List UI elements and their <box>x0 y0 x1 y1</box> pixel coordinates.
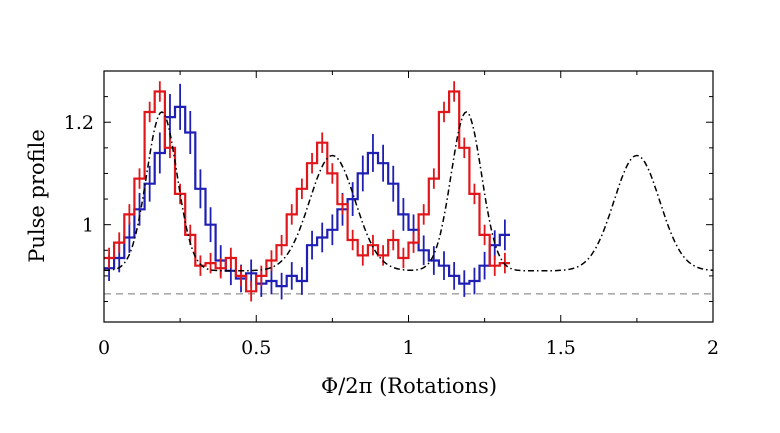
axes: 0 0.5 1 1.5 2 1 1.2 <box>64 70 719 359</box>
plot-frame <box>103 70 714 323</box>
model-curve <box>104 111 713 272</box>
x-tick-label: 1.5 <box>546 337 576 359</box>
y-tick-label: 1 <box>82 215 94 237</box>
series-layer <box>104 81 713 302</box>
series-1-steps <box>104 90 510 293</box>
x-tick-label: 0.5 <box>241 337 271 359</box>
x-tick-label: 2 <box>707 337 719 359</box>
series-0-steps <box>104 105 510 288</box>
axis-labels: Φ/2π (Rotations) Pulse profile <box>25 129 497 398</box>
x-tick-label: 1 <box>402 337 414 359</box>
y-tick-label: 1.2 <box>64 112 94 134</box>
x-tick-label: 0 <box>98 337 110 359</box>
y-axis-label: Pulse profile <box>25 129 49 263</box>
x-axis-label: Φ/2π (Rotations) <box>321 374 497 398</box>
series-1 <box>104 81 510 302</box>
